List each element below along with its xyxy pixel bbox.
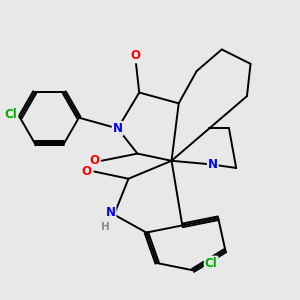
Text: H: H bbox=[101, 222, 110, 232]
Text: O: O bbox=[89, 154, 99, 167]
Text: N: N bbox=[113, 122, 123, 135]
Text: N: N bbox=[208, 158, 218, 171]
Text: O: O bbox=[81, 165, 92, 178]
Text: N: N bbox=[106, 206, 116, 219]
Text: O: O bbox=[130, 50, 141, 62]
Text: Cl: Cl bbox=[205, 256, 218, 270]
Text: Cl: Cl bbox=[5, 108, 17, 121]
